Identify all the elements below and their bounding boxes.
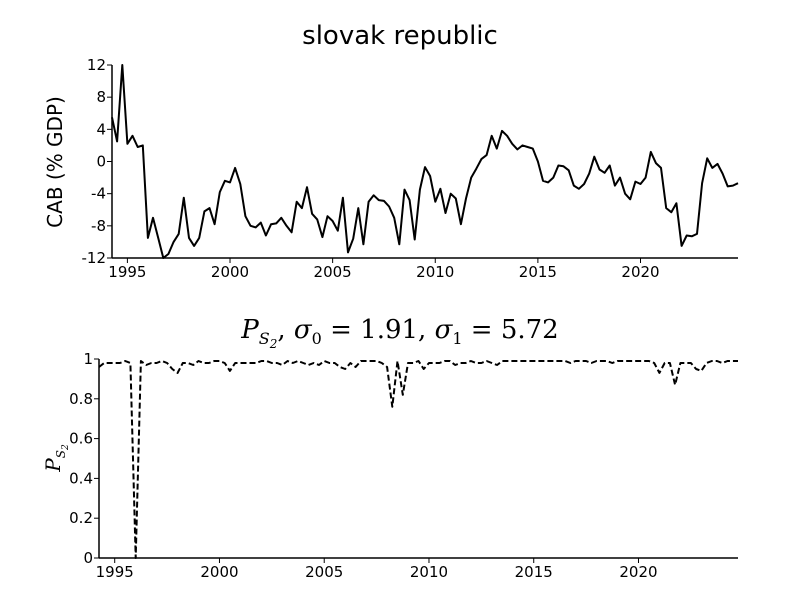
series-line-probability (98, 360, 738, 559)
y-tick-label: 0 (96, 153, 106, 171)
x-tick-label: 2005 (314, 263, 352, 281)
cab-chart: slovak republic CAB (% GDP) 1995 2000 2005… (43, 21, 739, 281)
y-tick-label: 8 (96, 88, 106, 106)
series-line-cab (111, 64, 739, 259)
x-tick-label: 2000 (211, 263, 249, 281)
y-axis-label-cab: CAB (% GDP) (43, 96, 67, 228)
x-tick-label: 1995 (108, 263, 146, 281)
y-tick-label: -8 (91, 217, 106, 235)
y-tick-label: 12 (87, 56, 106, 74)
y-tick-label: 1 (83, 350, 93, 368)
axes-probability (98, 359, 738, 559)
y-tick-label: -12 (82, 249, 107, 267)
y-ticks-probability: 1 0.8 0.6 0.4 0.2 0 (69, 350, 99, 567)
chart-title-cab: slovak republic (302, 21, 498, 51)
x-tick-label: 2020 (621, 263, 659, 281)
y-tick-label: 0.2 (69, 509, 93, 527)
axes-cab (111, 65, 738, 259)
svg-text:PS2: PS2 (41, 444, 71, 473)
series-cab (111, 64, 739, 259)
y-tick-label: 4 (96, 120, 106, 138)
y-tick-label: 0.4 (69, 469, 93, 487)
x-tick-label: 2010 (410, 563, 448, 581)
x-tick-label: 2015 (519, 263, 557, 281)
x-tick-label: 1995 (96, 563, 134, 581)
y-tick-label: -4 (91, 185, 106, 203)
x-tick-label: 2005 (305, 563, 343, 581)
series-probability (98, 360, 738, 559)
y-tick-label: 0 (83, 549, 93, 567)
x-ticks-probability: 1995 2000 2005 2010 2015 2020 (96, 558, 658, 581)
y-tick-label: 0.6 (69, 430, 93, 448)
y-ticks-cab: 12 8 4 0 -4 -8 -12 (82, 56, 112, 267)
chart-title-probability: PS2, σ0 = 1.91, σ1 = 5.72 (240, 315, 558, 351)
y-axis-label-probability: PS2 (41, 444, 71, 473)
y-tick-label: 0.8 (69, 390, 93, 408)
x-tick-label: 2015 (515, 563, 553, 581)
x-tick-label: 2000 (200, 563, 238, 581)
x-tick-label: 2020 (619, 563, 657, 581)
probability-chart: PS2, σ0 = 1.91, σ1 = 5.72 PS2 1995 2000 20… (41, 315, 738, 581)
x-tick-label: 2010 (416, 263, 454, 281)
x-ticks-cab: 1995 2000 2005 2010 2015 2020 (108, 258, 660, 281)
